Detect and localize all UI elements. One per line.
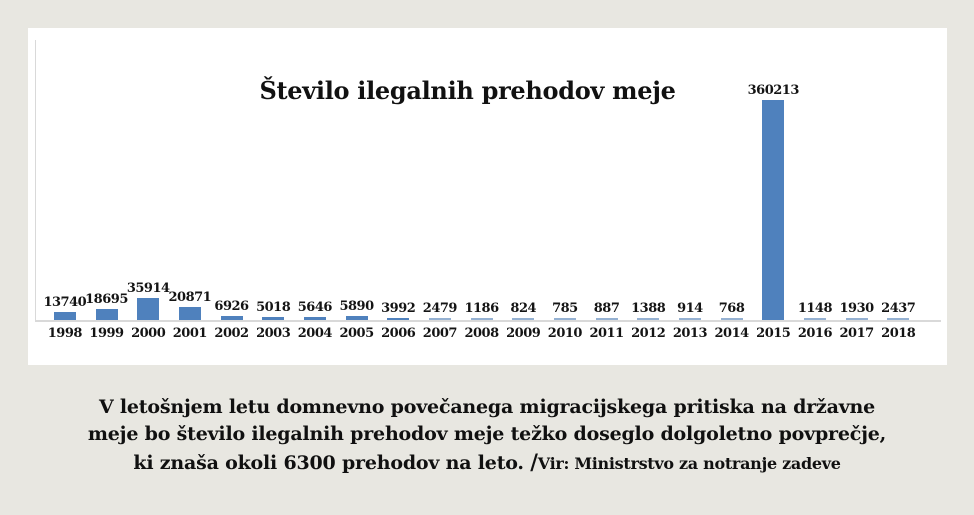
bar-2014 [720,318,743,320]
bar-2002 [220,316,243,320]
chart-column-2009: 824 [502,301,544,320]
bar-value-label: 3992 [381,301,416,316]
caption: V letošnjem letu domnevno povečanega mig… [37,394,937,477]
year-label-2010: 2010 [547,326,583,341]
caption-line-2: meje bo število ilegalnih prehodov meje … [87,423,887,445]
bar-value-label: 13740 [43,295,87,310]
chart-column-2012: 1388 [627,301,669,320]
chart-column-2002: 6926 [211,299,253,320]
bar-1998 [53,312,76,320]
bar-value-label: 18695 [85,292,128,307]
bar-value-label: 35914 [126,281,170,296]
bar-value-label: 887 [593,301,620,316]
chart-column-2004: 5646 [294,300,336,320]
year-label-2017: 2017 [839,326,875,341]
chart-column-2000: 35914 [126,281,170,320]
chart-column-2016: 1148 [794,301,836,320]
chart-column-2014: 768 [711,301,753,320]
bar-2010 [553,318,576,320]
bar-value-label: 5018 [256,300,291,315]
bar-2001 [178,307,201,320]
bar-value-label: 768 [718,301,745,316]
chart-column-2006: 3992 [377,301,419,320]
bar-value-label: 6926 [214,299,249,314]
chart-column-2001: 20871 [168,290,212,320]
chart-column-2017: 1930 [836,301,878,320]
chart-column-2007: 2479 [419,301,461,320]
bar-2007 [428,318,451,320]
chart-column-2013: 914 [669,301,711,320]
y-axis-line [35,40,36,321]
bar-2000 [137,298,160,320]
bar-value-label: 785 [552,301,578,316]
chart-panel: Število ilegalnih prehodov meje 13740 186… [28,28,947,365]
year-label-2005: 2005 [339,326,374,341]
bar-2005 [345,316,368,320]
chart-column-2011: 887 [586,301,628,320]
chart-column-2018: 2437 [877,301,919,320]
bar-1999 [95,309,118,320]
year-label-2012: 2012 [631,326,666,341]
year-label-2000: 2000 [131,326,166,341]
chart-column-2005: 5890 [336,299,378,320]
chart-column-2003: 5018 [252,300,294,320]
year-label-2004: 2004 [297,326,333,341]
year-label-2003: 2003 [256,326,291,341]
bar-2012 [637,318,660,320]
chart-year-row: 1998 1999 2000 2001 2002 2003 2004 2005 2006 2007… [44,326,919,341]
year-label-2013: 2013 [672,326,708,341]
bar-value-label: 824 [510,301,537,316]
bar-value-label: 2479 [422,301,458,316]
year-label-2006: 2006 [381,326,416,341]
bar-2015 [762,100,785,320]
bar-2009 [512,318,535,320]
year-label-2015: 2015 [756,326,791,341]
bar-value-label: 2437 [881,301,916,316]
year-label-2016: 2016 [797,326,833,341]
year-label-2009: 2009 [506,326,541,341]
year-label-2018: 2018 [881,326,916,341]
year-label-2002: 2002 [214,326,249,341]
chart-title: Število ilegalnih prehodov meje [259,76,676,105]
bar-value-label: 1930 [839,301,875,316]
chart-column-2008: 1186 [461,301,503,320]
caption-line-3: ki znaša okoli 6300 prehodov na leto. /V… [37,448,937,477]
bar-2003 [262,317,285,320]
caption-line-3-text: ki znaša okoli 6300 prehodov na leto. [133,452,524,474]
bar-2016 [803,318,826,320]
bar-value-label: 5646 [297,300,333,315]
bar-2017 [845,318,868,320]
caption-source: Vir: Ministrstvo za notranje zadeve [537,454,841,473]
chart-columns: 13740 18695 35914 20871 6926 5018 5646 5890 3992… [43,61,919,320]
bar-value-label: 5890 [339,299,374,314]
bar-2013 [678,318,701,320]
bar-value-label: 20871 [168,290,212,305]
chart-column-1999: 18695 [85,292,128,320]
bar-2011 [595,318,618,320]
bar-value-label: 1388 [631,301,666,316]
bar-value-label: 1148 [797,301,833,316]
chart-column-2015: 360213 [748,83,799,320]
chart-column-2010: 785 [544,301,586,320]
caption-line-1: V letošnjem letu domnevno povečanega mig… [98,396,876,418]
bar-value-label: 914 [677,301,703,316]
year-label-1998: 1998 [47,326,83,341]
x-axis-line [35,320,941,322]
year-label-2014: 2014 [714,326,749,341]
year-label-2011: 2011 [589,326,624,341]
year-label-1999: 1999 [89,326,124,341]
year-label-2001: 2001 [172,326,208,341]
bar-value-label: 360213 [747,83,800,98]
bar-2006 [387,318,410,320]
year-label-2008: 2008 [464,326,499,341]
bar-2008 [470,318,493,320]
bar-2004 [303,317,326,320]
source-separator: / [530,449,538,474]
chart-column-1998: 13740 [43,295,87,320]
bar-2018 [887,318,910,320]
year-label-2007: 2007 [422,326,458,341]
bar-value-label: 1186 [464,301,499,316]
